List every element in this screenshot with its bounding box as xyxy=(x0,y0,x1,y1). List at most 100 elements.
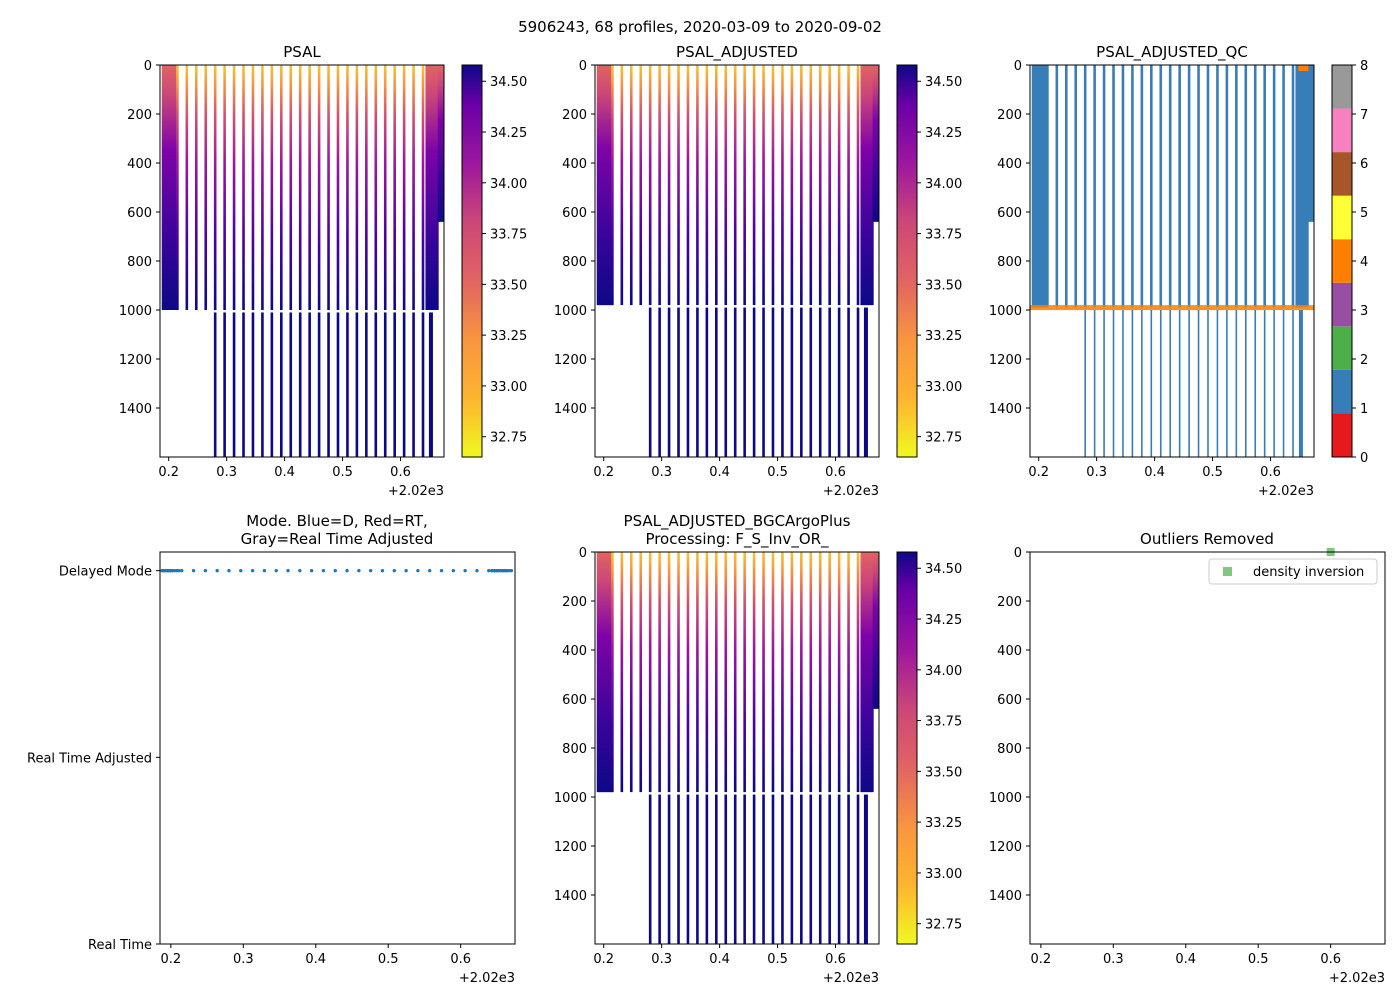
profile-column xyxy=(1282,65,1285,308)
profile-column-deep xyxy=(837,307,841,457)
profile-column xyxy=(715,65,718,306)
x-offset-label: +2.02e3 xyxy=(388,484,444,499)
profile-column xyxy=(865,552,869,793)
profile-column xyxy=(603,552,607,793)
profile-column-deep xyxy=(308,312,311,457)
profile-column xyxy=(604,65,609,306)
profile-column xyxy=(437,65,441,222)
profile-column xyxy=(686,552,690,793)
plot-area xyxy=(160,65,444,457)
profile-column xyxy=(847,552,850,793)
profile-column-deep xyxy=(818,794,822,944)
y-tick-label: 400 xyxy=(997,157,1022,172)
profile-column xyxy=(611,65,614,306)
colorbar-tick-label: 34.25 xyxy=(490,126,527,141)
profile-column xyxy=(597,552,602,793)
profile-column-deep xyxy=(762,307,765,457)
profile-column xyxy=(365,65,368,310)
profile-column xyxy=(599,552,603,793)
colorbar-segment xyxy=(1332,65,1352,109)
x-offset-label: +2.02e3 xyxy=(823,484,879,499)
profile-column-deep xyxy=(421,312,425,457)
profile-column xyxy=(604,552,609,793)
x-tick-label: 0.4 xyxy=(1175,952,1196,967)
mode-point xyxy=(180,568,184,573)
x-tick-label: 0.2 xyxy=(158,465,179,480)
profile-column xyxy=(162,65,167,310)
panel-title-line-2: Processing: F_S_Inv_OR_ xyxy=(645,530,829,549)
x-tick-label: 0.3 xyxy=(651,952,672,967)
profile-column xyxy=(677,65,680,306)
profile-column-deep xyxy=(1159,310,1162,457)
profile-column-deep xyxy=(762,794,765,944)
profile-column-deep xyxy=(686,794,690,944)
colorbar-tick-label: 33.50 xyxy=(925,765,962,780)
profile-column-deep xyxy=(743,794,746,944)
colorbar-tick-label: 33.50 xyxy=(490,278,527,293)
profile-column xyxy=(856,65,860,306)
axes-frame xyxy=(1029,64,1315,458)
profile-column xyxy=(166,65,170,310)
legend-box xyxy=(1208,558,1378,585)
profile-column-deep xyxy=(800,307,803,457)
profile-column xyxy=(597,65,602,306)
profile-column-deep xyxy=(677,307,680,457)
profile-column xyxy=(1038,65,1042,308)
profile-column-deep xyxy=(715,794,718,944)
profile-column xyxy=(355,65,359,310)
axes-frame xyxy=(594,551,880,945)
mode-point xyxy=(416,568,420,573)
profile-column-deep xyxy=(724,794,728,944)
profile-column xyxy=(771,552,775,793)
y-tick-label: 400 xyxy=(127,157,152,172)
profile-column xyxy=(270,65,274,310)
mode-point xyxy=(333,568,337,573)
profile-column xyxy=(818,552,822,793)
profile-column-deep xyxy=(1292,310,1294,457)
profile-column xyxy=(667,552,671,793)
profile-column-deep xyxy=(790,794,794,944)
y-tick-label: 1000 xyxy=(989,791,1022,806)
y-tick-label: 200 xyxy=(127,108,152,123)
profile-column xyxy=(1197,65,1200,308)
profile-column xyxy=(1150,65,1153,308)
profile-column-deep xyxy=(1141,310,1143,457)
profile-column-deep xyxy=(251,312,255,457)
profile-column xyxy=(1034,65,1038,308)
profile-column xyxy=(383,65,387,310)
profile-column-deep xyxy=(1131,310,1134,457)
profile-column xyxy=(1121,65,1125,308)
profile-column xyxy=(781,552,784,793)
profile-column-deep xyxy=(743,307,746,457)
profile-column xyxy=(867,552,871,793)
colorbar-tick-label: 33.75 xyxy=(490,228,527,243)
mode-point xyxy=(428,568,432,573)
profile-column xyxy=(280,65,283,310)
profile-column-deep xyxy=(715,307,718,457)
profile-column-deep xyxy=(705,794,709,944)
plot-area xyxy=(595,65,879,457)
plot-area xyxy=(595,552,879,944)
profile-column xyxy=(856,552,860,793)
profile-column-deep xyxy=(412,312,415,457)
plot-area xyxy=(1030,65,1314,457)
profile-column xyxy=(1041,65,1045,308)
panel-title: PSAL_ADJUSTED xyxy=(676,43,798,62)
mode-point xyxy=(357,568,361,573)
profile-column xyxy=(432,65,436,310)
profile-column-deep xyxy=(1298,310,1303,457)
y-tick-label: 1400 xyxy=(989,402,1022,417)
colorbar-tick-label: 33.25 xyxy=(490,329,527,344)
profile-column xyxy=(809,552,813,793)
panel-title: PSAL xyxy=(283,43,321,61)
profile-column xyxy=(608,552,612,793)
mode-point xyxy=(227,568,231,573)
x-tick-label: 0.3 xyxy=(1086,465,1107,480)
mode-point xyxy=(451,568,456,573)
profile-column xyxy=(1039,65,1044,308)
profile-column xyxy=(818,65,822,306)
profile-column-deep xyxy=(800,794,803,944)
profile-column-deep xyxy=(781,307,784,457)
profile-column xyxy=(1244,65,1248,308)
y-tick-label: 200 xyxy=(997,595,1022,610)
